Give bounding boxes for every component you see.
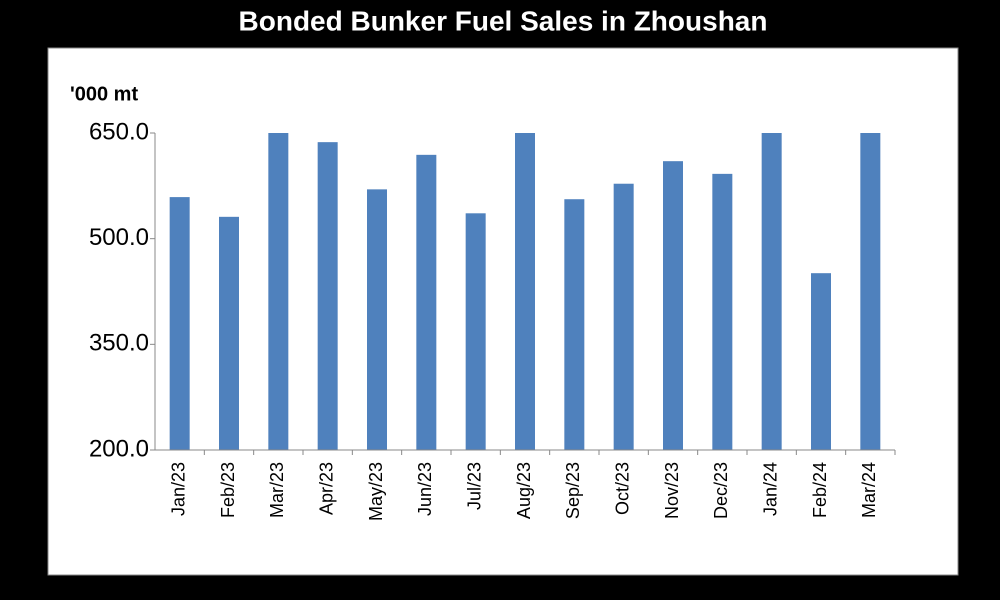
bar (613, 183, 634, 450)
y-axis-unit: '000 mt (70, 83, 138, 105)
bar (564, 199, 585, 450)
bar (761, 133, 782, 450)
y-tick-label: 350.0 (89, 330, 149, 357)
chart-panel (47, 47, 959, 576)
bar (465, 213, 486, 450)
bar (515, 133, 535, 450)
bar (169, 197, 190, 450)
x-tick-label: Jun/23 (415, 462, 435, 516)
bar (712, 173, 733, 450)
x-tick-label: Mar/24 (859, 462, 879, 518)
bar (219, 216, 239, 450)
bar (416, 154, 437, 451)
y-tick-label: 500.0 (89, 224, 149, 251)
x-tick-label: Sep/23 (563, 462, 583, 519)
bar (811, 273, 831, 450)
x-tick-label: Jul/23 (464, 462, 484, 510)
bar (860, 133, 881, 450)
y-tick-label: 650.0 (89, 118, 149, 145)
x-tick-label: Jan/23 (168, 462, 188, 516)
x-tick-label: Feb/23 (218, 462, 238, 518)
x-tick-label: Mar/23 (267, 462, 287, 518)
x-tick-label: Feb/24 (810, 462, 830, 518)
x-tick-label: Jan/24 (760, 462, 780, 516)
bar (317, 142, 338, 450)
y-tick-label: 200.0 (89, 435, 149, 462)
x-tick-label: Aug/23 (514, 462, 534, 519)
x-tick-label: Dec/23 (711, 462, 731, 519)
chart-title: Bonded Bunker Fuel Sales in Zhoushan (239, 5, 768, 36)
bar (663, 161, 683, 450)
x-tick-label: Nov/23 (662, 462, 682, 519)
bar (268, 133, 289, 450)
x-tick-label: Oct/23 (612, 462, 632, 515)
x-tick-label: May/23 (366, 462, 386, 521)
x-tick-label: Apr/23 (316, 462, 336, 515)
bar (367, 189, 387, 450)
